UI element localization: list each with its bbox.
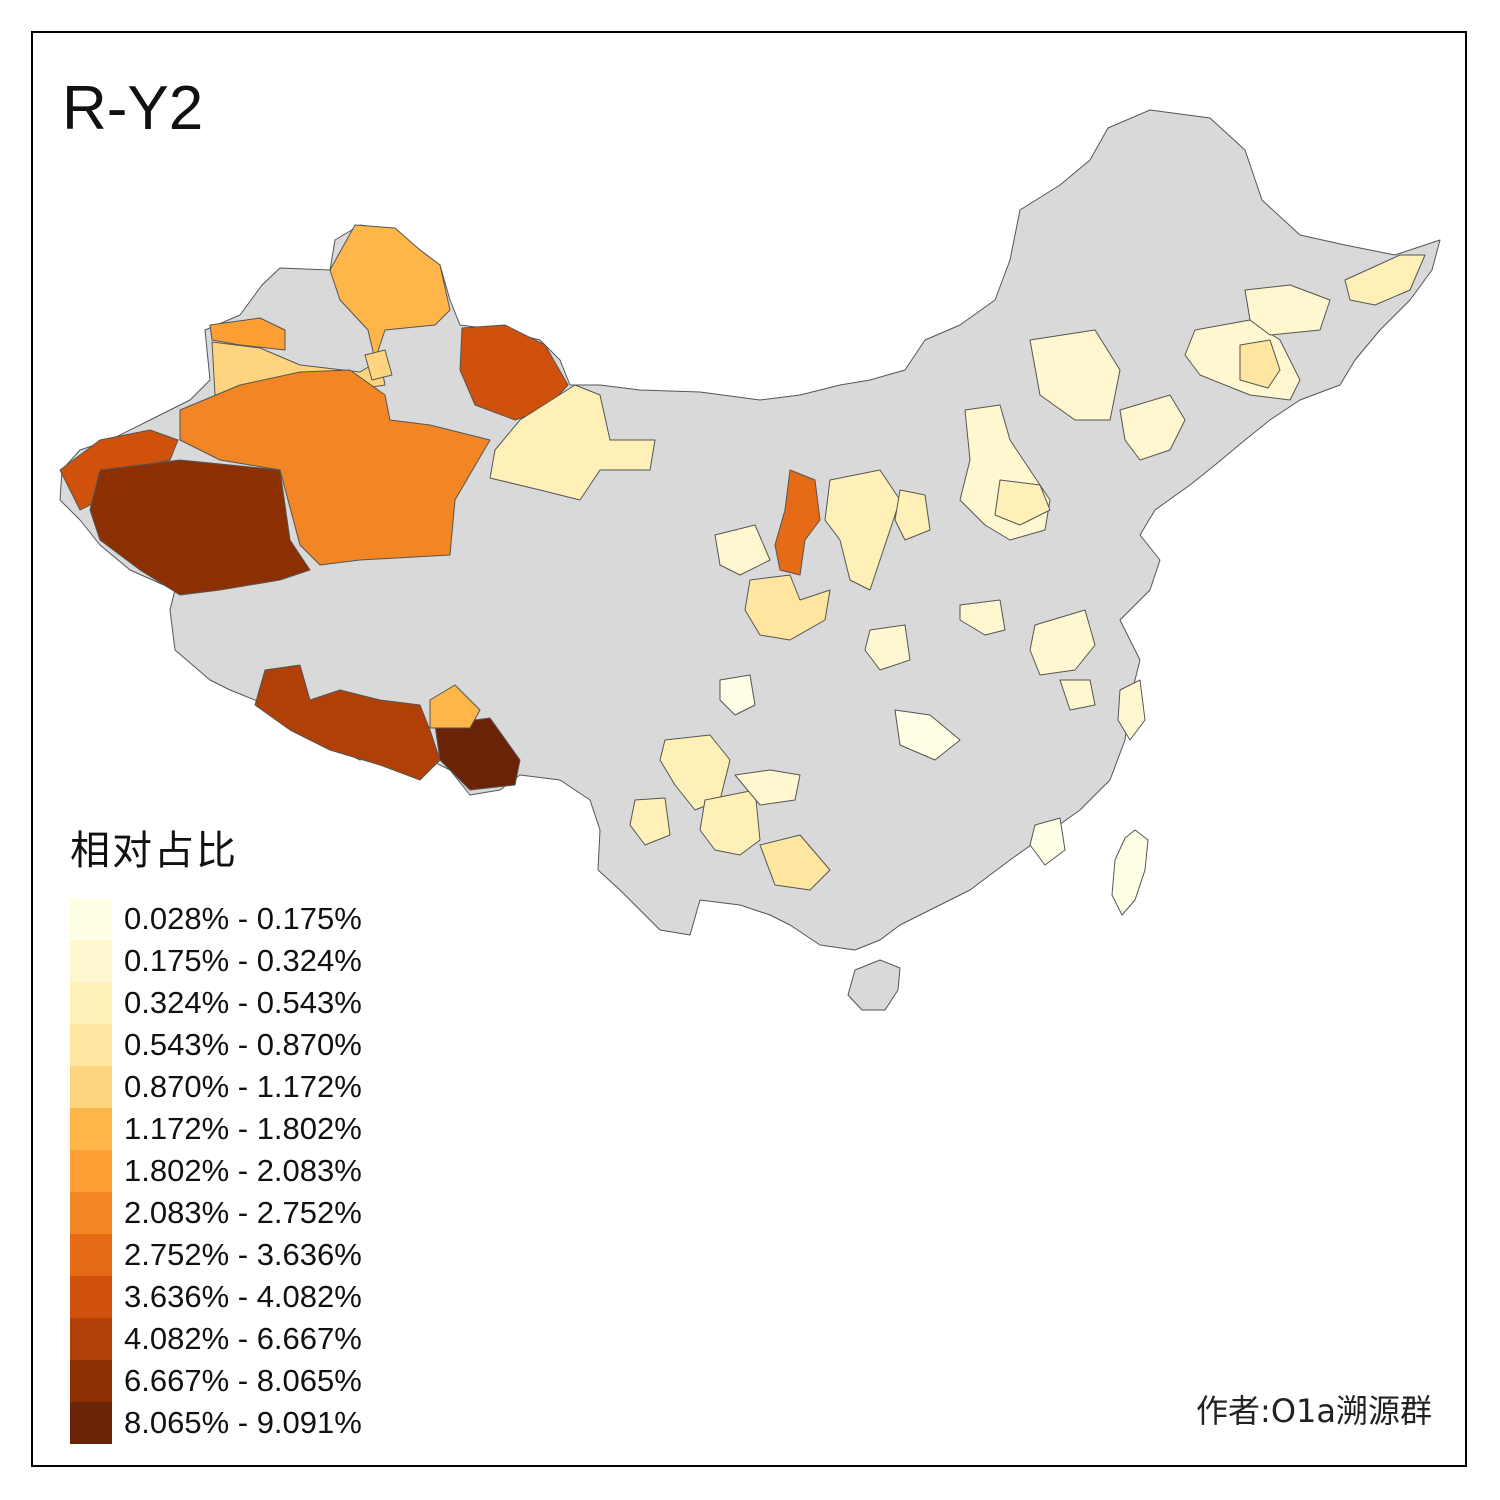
- legend-item: 6.667% - 8.065%: [70, 1360, 362, 1402]
- legend-label: 0.028% - 0.175%: [124, 901, 362, 936]
- region-heilongjiang: [1244, 284, 1331, 336]
- region-kashgar: [89, 459, 311, 596]
- legend-item: 2.752% - 3.636%: [70, 1234, 362, 1276]
- legend-label: 2.752% - 3.636%: [124, 1237, 362, 1272]
- region-gansu-west: [489, 384, 656, 501]
- legend-item: 3.636% - 4.082%: [70, 1276, 362, 1318]
- region-tacheng: [209, 317, 286, 351]
- region-inner-mongolia: [1029, 329, 1121, 421]
- legend-item: 0.028% - 0.175%: [70, 898, 362, 940]
- legend-label: 2.083% - 2.752%: [124, 1195, 362, 1230]
- region-gansu-east: [744, 574, 831, 641]
- region-zhejiang-coast: [1117, 679, 1146, 741]
- region-hubei: [894, 709, 961, 761]
- region-jiangsu: [1059, 679, 1096, 711]
- legend-label: 0.870% - 1.172%: [124, 1069, 362, 1104]
- region-altay: [329, 224, 451, 361]
- legend-item: 0.543% - 0.870%: [70, 1024, 362, 1066]
- legend-title: 相对占比: [70, 828, 238, 874]
- region-ningxia: [774, 469, 821, 576]
- legend-label: 8.065% - 9.091%: [124, 1405, 362, 1440]
- legend-swatch: [70, 1234, 112, 1276]
- legend-rows: 0.028% - 0.175% 0.175% - 0.324% 0.324% - 0…: [70, 898, 362, 1444]
- region-jilin-center: [1239, 339, 1281, 389]
- legend-swatch: [70, 1192, 112, 1234]
- legend-label: 0.543% - 0.870%: [124, 1027, 362, 1062]
- legend-swatch: [70, 898, 112, 940]
- legend-label: 0.175% - 0.324%: [124, 943, 362, 978]
- region-xinjiang-east-strip: [364, 349, 393, 381]
- legend: 相对占比 0.028% - 0.175% 0.175% - 0.324% 0.324…: [70, 818, 362, 1444]
- region-guangxi-west: [759, 834, 831, 891]
- region-sichuan-center: [719, 674, 756, 716]
- legend-item: 1.172% - 1.802%: [70, 1108, 362, 1150]
- region-nyingchi: [434, 717, 521, 791]
- taiwan-island: [1111, 829, 1149, 916]
- legend-item: 4.082% - 6.667%: [70, 1318, 362, 1360]
- legend-swatch: [70, 940, 112, 982]
- region-yunnan-west: [629, 797, 671, 846]
- legend-label: 3.636% - 4.082%: [124, 1279, 362, 1314]
- legend-item: 8.065% - 9.091%: [70, 1402, 362, 1444]
- legend-swatch: [70, 1360, 112, 1402]
- region-shanxi: [894, 489, 931, 541]
- region-ngari: [254, 664, 441, 781]
- region-shandong: [1029, 609, 1096, 676]
- legend-swatch: [70, 1066, 112, 1108]
- region-heilongjiang-east: [1344, 254, 1426, 306]
- legend-swatch: [70, 1024, 112, 1066]
- region-gansu-mid: [714, 524, 771, 576]
- legend-swatch: [70, 1150, 112, 1192]
- legend-item: 1.802% - 2.083%: [70, 1150, 362, 1192]
- region-guizhou: [734, 769, 801, 806]
- legend-item: 0.324% - 0.543%: [70, 982, 362, 1024]
- author-credit: 作者:O1a溯源群: [1196, 1392, 1432, 1430]
- legend-swatch: [70, 1402, 112, 1444]
- region-fujian: [1029, 817, 1066, 866]
- legend-swatch: [70, 982, 112, 1024]
- legend-label: 1.802% - 2.083%: [124, 1153, 362, 1188]
- legend-swatch: [70, 1276, 112, 1318]
- region-henan-east: [959, 599, 1006, 636]
- region-henan-west: [864, 624, 911, 671]
- legend-swatch: [70, 1318, 112, 1360]
- legend-label: 1.172% - 1.802%: [124, 1111, 362, 1146]
- region-tibet-east: [429, 684, 481, 729]
- legend-label: 6.667% - 8.065%: [124, 1363, 362, 1398]
- region-bayingolin: [179, 369, 491, 566]
- region-beijing-area: [994, 479, 1051, 526]
- legend-item: 0.175% - 0.324%: [70, 940, 362, 982]
- legend-label: 4.082% - 6.667%: [124, 1321, 362, 1356]
- region-shaanxi-north: [824, 469, 901, 591]
- map-title: R-Y2: [62, 74, 204, 143]
- legend-item: 2.083% - 2.752%: [70, 1192, 362, 1234]
- legend-swatch: [70, 1108, 112, 1150]
- map-frame: [31, 31, 1467, 1467]
- region-liaoning: [1119, 394, 1186, 461]
- legend-label: 0.324% - 0.543%: [124, 985, 362, 1020]
- legend-item: 0.870% - 1.172%: [70, 1066, 362, 1108]
- hainan-island: [847, 959, 901, 1011]
